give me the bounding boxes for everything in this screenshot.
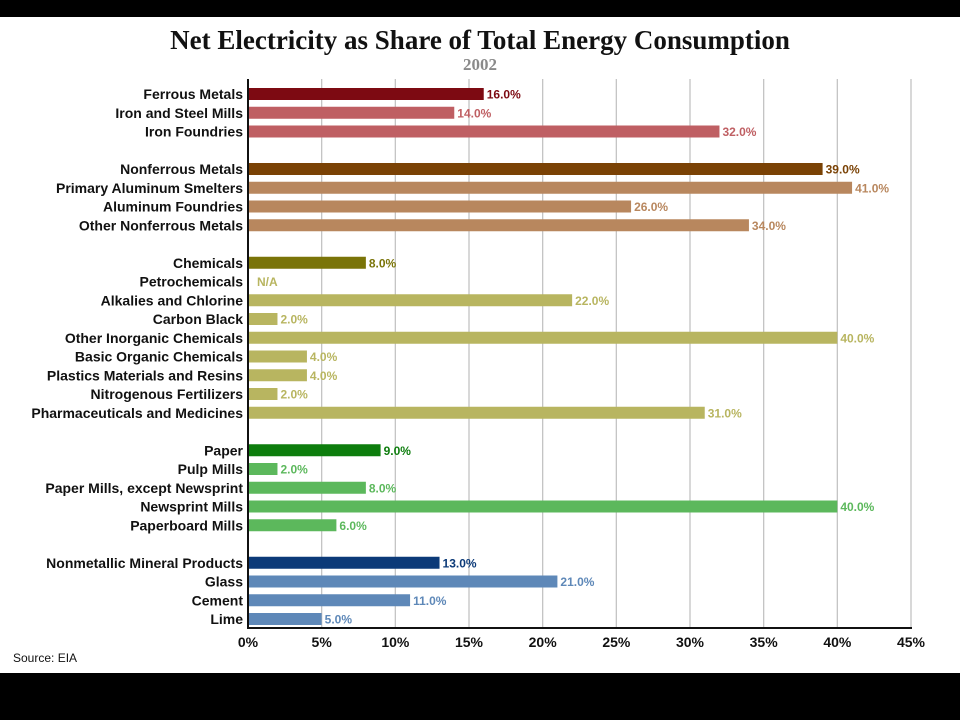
bar bbox=[248, 181, 853, 194]
x-tick-label: 15% bbox=[455, 634, 484, 650]
data-label: 34.0% bbox=[752, 219, 786, 233]
data-label: 26.0% bbox=[634, 200, 668, 214]
data-label: 16.0% bbox=[487, 88, 521, 102]
category-label: Newsprint Mills bbox=[140, 499, 243, 515]
bar bbox=[248, 388, 278, 400]
bar bbox=[248, 369, 307, 382]
data-label: 40.0% bbox=[840, 500, 874, 514]
bar bbox=[248, 88, 484, 100]
category-label: Alkalies and Chlorine bbox=[101, 292, 244, 308]
category-label: Glass bbox=[205, 574, 243, 590]
data-label: 41.0% bbox=[855, 181, 889, 195]
bar-chart: Ferrous Metals 16.0% Iron and Steel Mills 1… bbox=[31, 79, 926, 650]
bar bbox=[248, 556, 440, 569]
bar bbox=[248, 256, 366, 269]
category-label: Basic Organic Chemicals bbox=[75, 349, 243, 365]
data-label: 32.0% bbox=[722, 125, 756, 139]
category-label: Carbon Black bbox=[153, 311, 243, 327]
category-label: Lime bbox=[210, 611, 243, 627]
x-tick-label: 35% bbox=[750, 634, 779, 650]
bar bbox=[248, 519, 337, 532]
bar bbox=[248, 575, 558, 588]
category-label: Petrochemicals bbox=[140, 274, 244, 290]
bar bbox=[248, 331, 838, 344]
bar bbox=[248, 613, 322, 625]
category-label: Pulp Mills bbox=[178, 461, 244, 477]
category-label: Pharmaceuticals and Medicines bbox=[31, 405, 243, 421]
chart-subtitle: 2002 bbox=[463, 55, 497, 74]
chart-title: Net Electricity as Share of Total Energy… bbox=[170, 25, 790, 55]
data-label: 31.0% bbox=[708, 406, 742, 420]
category-label: Cement bbox=[192, 592, 244, 608]
data-label: 11.0% bbox=[413, 594, 447, 608]
category-label: Paper Mills, except Newsprint bbox=[45, 480, 243, 496]
category-label: Other Inorganic Chemicals bbox=[65, 330, 243, 346]
x-tick-label: 20% bbox=[529, 634, 558, 650]
category-label: Nonmetallic Mineral Products bbox=[46, 555, 243, 571]
bar bbox=[248, 500, 838, 513]
bar bbox=[248, 444, 381, 457]
bar bbox=[248, 106, 455, 119]
category-label: Nonferrous Metals bbox=[120, 161, 243, 177]
data-label: 2.0% bbox=[280, 463, 308, 477]
data-label: 39.0% bbox=[826, 163, 860, 177]
bar bbox=[248, 594, 411, 607]
data-label: N/A bbox=[257, 275, 278, 289]
data-label: 13.0% bbox=[443, 556, 477, 570]
x-tick-label: 25% bbox=[602, 634, 631, 650]
bar bbox=[248, 406, 705, 419]
data-label: 22.0% bbox=[575, 294, 609, 308]
bar bbox=[248, 219, 749, 232]
data-label: 21.0% bbox=[560, 575, 594, 589]
x-tick-label: 40% bbox=[823, 634, 852, 650]
source-note: Source: EIA bbox=[13, 651, 78, 665]
bar bbox=[248, 481, 366, 494]
bar bbox=[248, 313, 278, 325]
data-label: 4.0% bbox=[310, 369, 338, 383]
x-tick-label: 0% bbox=[238, 634, 259, 650]
data-label: 2.0% bbox=[280, 313, 308, 327]
data-label: 4.0% bbox=[310, 350, 338, 364]
bar bbox=[248, 163, 823, 175]
category-label: Other Nonferrous Metals bbox=[79, 217, 243, 233]
bar bbox=[248, 294, 573, 307]
data-label: 14.0% bbox=[457, 106, 491, 120]
x-tick-label: 10% bbox=[381, 634, 410, 650]
data-label: 8.0% bbox=[369, 256, 397, 270]
data-label: 40.0% bbox=[840, 331, 874, 345]
data-label: 2.0% bbox=[280, 388, 308, 402]
chart-canvas: Net Electricity as Share of Total Energy… bbox=[0, 17, 960, 673]
data-label: 5.0% bbox=[325, 613, 353, 627]
data-label: 8.0% bbox=[369, 481, 397, 495]
category-label: Chemicals bbox=[173, 255, 243, 271]
x-tick-label: 45% bbox=[897, 634, 926, 650]
category-label: Paper bbox=[204, 442, 243, 458]
category-label: Nitrogenous Fertilizers bbox=[91, 386, 244, 402]
category-label: Primary Aluminum Smelters bbox=[56, 180, 243, 196]
data-label: 9.0% bbox=[384, 444, 412, 458]
bar bbox=[248, 200, 632, 213]
bar bbox=[248, 463, 278, 475]
x-tick-label: 5% bbox=[312, 634, 333, 650]
bar bbox=[248, 125, 720, 138]
x-tick-label: 30% bbox=[676, 634, 705, 650]
data-label: 6.0% bbox=[339, 519, 367, 533]
category-label: Iron Foundries bbox=[145, 124, 243, 140]
category-label: Iron and Steel Mills bbox=[115, 105, 243, 121]
category-label: Aluminum Foundries bbox=[103, 199, 243, 215]
category-label: Paperboard Mills bbox=[130, 517, 243, 533]
bar bbox=[248, 350, 307, 363]
category-label: Plastics Materials and Resins bbox=[47, 367, 243, 383]
category-label: Ferrous Metals bbox=[143, 86, 243, 102]
